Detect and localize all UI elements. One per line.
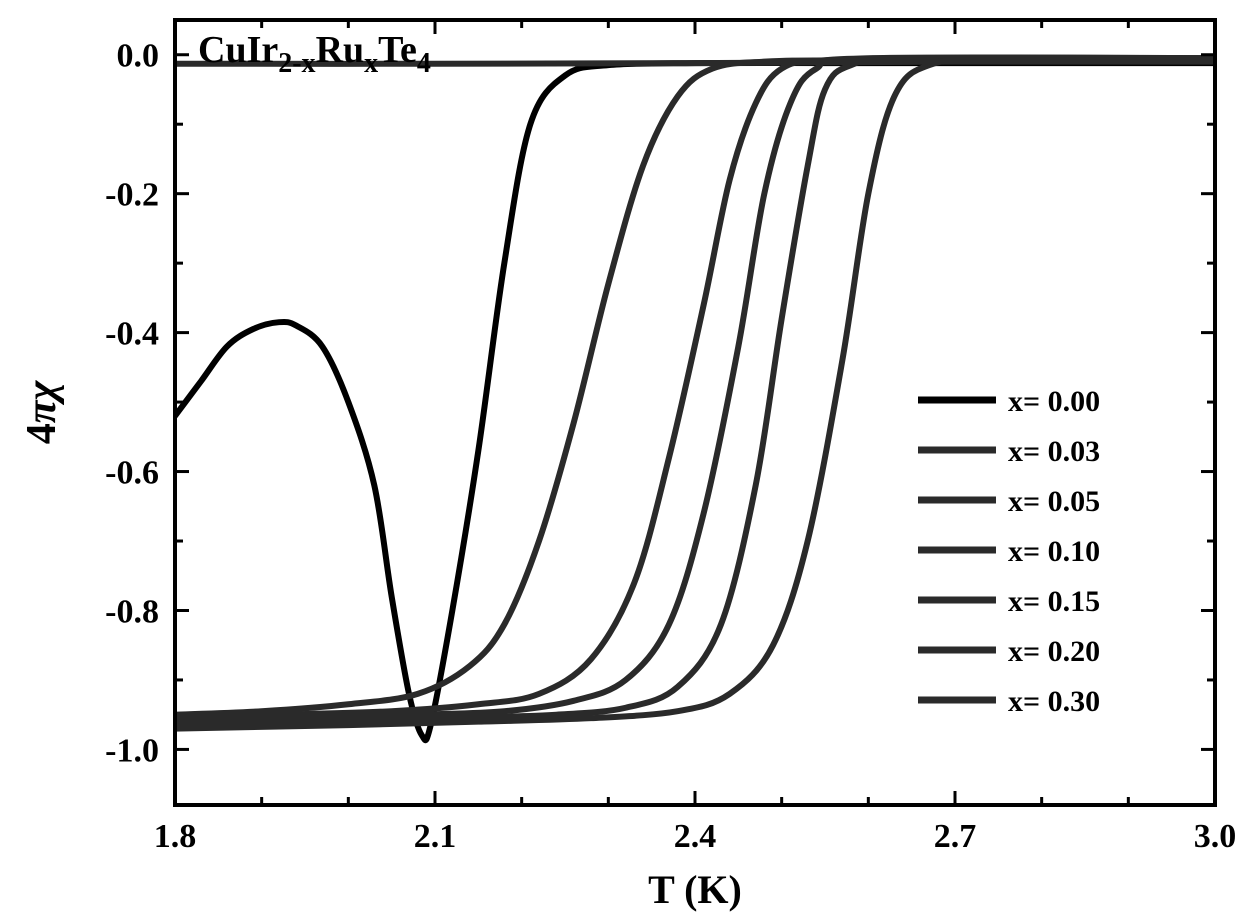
y-tick-label: -0.6: [105, 455, 159, 492]
x-tick-label: 2.1: [414, 818, 457, 855]
x-tick-label: 2.4: [674, 818, 717, 855]
y-tick-label: -0.2: [105, 177, 159, 214]
x-tick-label: 3.0: [1194, 818, 1237, 855]
legend-label: x= 0.10: [1008, 535, 1100, 568]
legend-label: x= 0.03: [1008, 435, 1100, 468]
legend-label: x= 0.20: [1008, 635, 1100, 668]
susceptibility-chart: 1.8 2.1 2.4 2.7 3.0 T (K) -1.0 -0.8 -0.6 -0.4 -0.2…: [0, 0, 1240, 920]
x-axis-label: T (K): [648, 867, 742, 912]
legend-label: x= 0.05: [1008, 485, 1100, 518]
legend-label: x= 0.15: [1008, 585, 1100, 618]
y-tick-label: -0.8: [105, 593, 159, 630]
y-tick-label: -0.4: [105, 316, 159, 353]
y-tick-label: 0.0: [117, 38, 160, 75]
y-axis-label: 4πχ: [19, 379, 65, 444]
x-tick-label: 2.7: [934, 818, 977, 855]
legend-label: x= 0.00: [1008, 385, 1100, 418]
y-tick-label: -1.0: [105, 732, 159, 769]
legend-label: x= 0.30: [1008, 685, 1100, 718]
x-tick-label: 1.8: [154, 818, 197, 855]
